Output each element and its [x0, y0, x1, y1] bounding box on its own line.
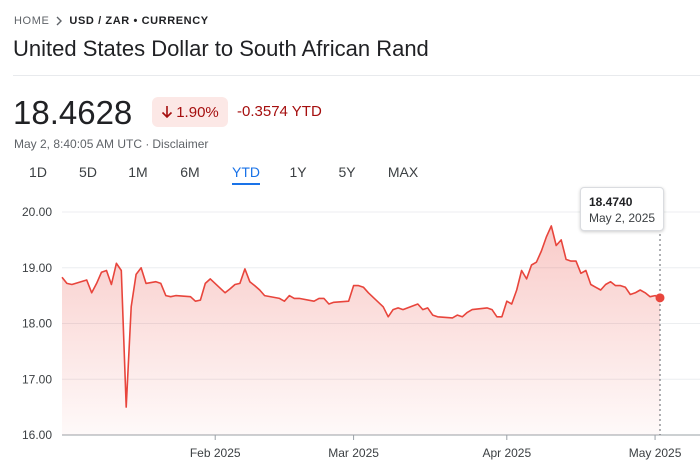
y-tick-label: 18.00: [22, 317, 52, 331]
range-tab[interactable]: 1M: [128, 164, 148, 180]
area: [62, 225, 660, 435]
range-tab[interactable]: 6M: [180, 164, 200, 180]
disclaimer-link[interactable]: Disclaimer: [152, 137, 209, 151]
price: 18.4628: [13, 94, 133, 131]
x-tick-label: Feb 2025: [190, 446, 241, 460]
breadcrumb-home[interactable]: HOME: [14, 15, 50, 27]
chart: 16.00 17.00 18.00 19.00 20.00 Feb 2025 Mar 202…: [22, 205, 700, 460]
y-tick-label: 20.00: [22, 205, 52, 219]
y-tick-label: 17.00: [22, 372, 52, 386]
down-arrow-icon: [162, 106, 173, 119]
page-title: United States Dollar to South African Ra…: [13, 36, 429, 61]
timestamp-row: May 2, 8:40:05 AM UTC · Disclaimer: [14, 137, 208, 151]
range-tab[interactable]: 5D: [79, 164, 97, 180]
x-tick-label: May 2025: [629, 446, 682, 460]
change-value: -0.3574 YTD: [237, 103, 322, 120]
chevron-icon: [56, 16, 63, 26]
breadcrumb: HOME USD / ZAR • CURRENCY: [14, 15, 209, 27]
y-tick-label: 19.00: [22, 261, 52, 275]
line: [61, 225, 661, 408]
change-percent: 1.90%: [176, 103, 219, 121]
range-tab[interactable]: YTD: [232, 164, 260, 185]
tooltip-date: May 2, 2025: [589, 211, 656, 225]
y-tick-label: 16.00: [22, 428, 52, 442]
change-badge: 1.90%: [152, 97, 228, 127]
x-tick-label: Apr 2025: [482, 446, 531, 460]
range-tab[interactable]: 1Y: [289, 164, 307, 180]
range-tab[interactable]: 1D: [29, 164, 47, 180]
last-point: [655, 293, 665, 303]
timestamp: May 2, 8:40:05 AM UTC ·: [14, 137, 150, 151]
divider: [13, 75, 700, 76]
range-tab[interactable]: 5Y: [338, 164, 356, 180]
tooltip-value: 18.4740: [589, 195, 633, 209]
breadcrumb-current: USD / ZAR • CURRENCY: [69, 15, 209, 27]
tooltip: 18.4740 May 2, 2025: [580, 187, 664, 231]
x-tick-label: Mar 2025: [328, 446, 379, 460]
range-tabs: 1D 5D 1M 6M YTD 1Y 5Y MAX: [0, 164, 700, 190]
range-tab[interactable]: MAX: [387, 164, 419, 180]
